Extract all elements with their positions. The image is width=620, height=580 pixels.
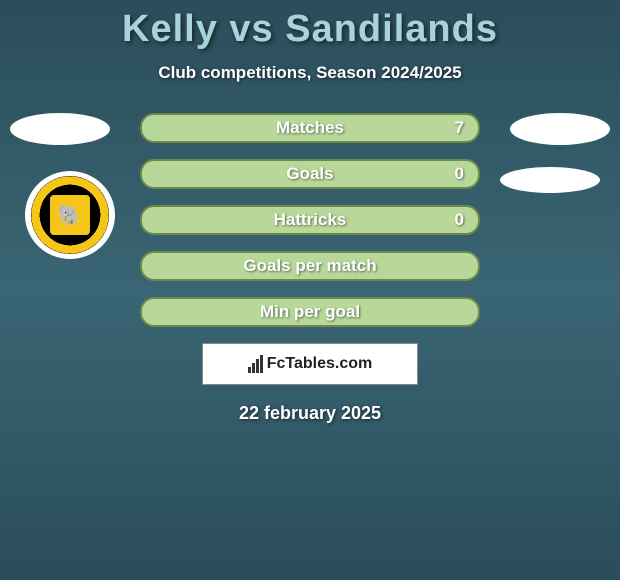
stat-value: 0 (455, 164, 464, 184)
club-left-badge: 🐘 (25, 171, 115, 259)
dumbarton-crest-icon: 🐘 (31, 176, 109, 254)
stat-label: Goals per match (243, 256, 376, 276)
stat-label: Goals (286, 164, 333, 184)
stat-value: 7 (455, 118, 464, 138)
player-left-badge-placeholder (10, 113, 110, 145)
comparison-date: 22 february 2025 (0, 403, 620, 424)
stat-bar-goals-per-match: Goals per match (140, 251, 480, 281)
stats-list: Matches 7 Goals 0 Hattricks 0 Goals per … (140, 113, 480, 327)
bar-chart-icon (248, 355, 263, 373)
stat-bar-min-per-goal: Min per goal (140, 297, 480, 327)
player-right-badge-placeholder (510, 113, 610, 145)
stat-label: Matches (276, 118, 344, 138)
stat-label: Min per goal (260, 302, 360, 322)
stat-bar-matches: Matches 7 (140, 113, 480, 143)
stat-bar-hattricks: Hattricks 0 (140, 205, 480, 235)
comparison-content: 🐘 Matches 7 Goals 0 Hattricks 0 Goals pe… (0, 113, 620, 424)
crest-elephant-icon: 🐘 (50, 195, 90, 235)
club-right-badge-placeholder (500, 167, 600, 193)
stat-bar-goals: Goals 0 (140, 159, 480, 189)
fctables-watermark: FcTables.com (202, 343, 418, 385)
page-title: Kelly vs Sandilands (0, 0, 620, 51)
stat-value: 0 (455, 210, 464, 230)
stat-label: Hattricks (274, 210, 347, 230)
fctables-label: FcTables.com (267, 355, 373, 373)
subtitle: Club competitions, Season 2024/2025 (0, 63, 620, 83)
